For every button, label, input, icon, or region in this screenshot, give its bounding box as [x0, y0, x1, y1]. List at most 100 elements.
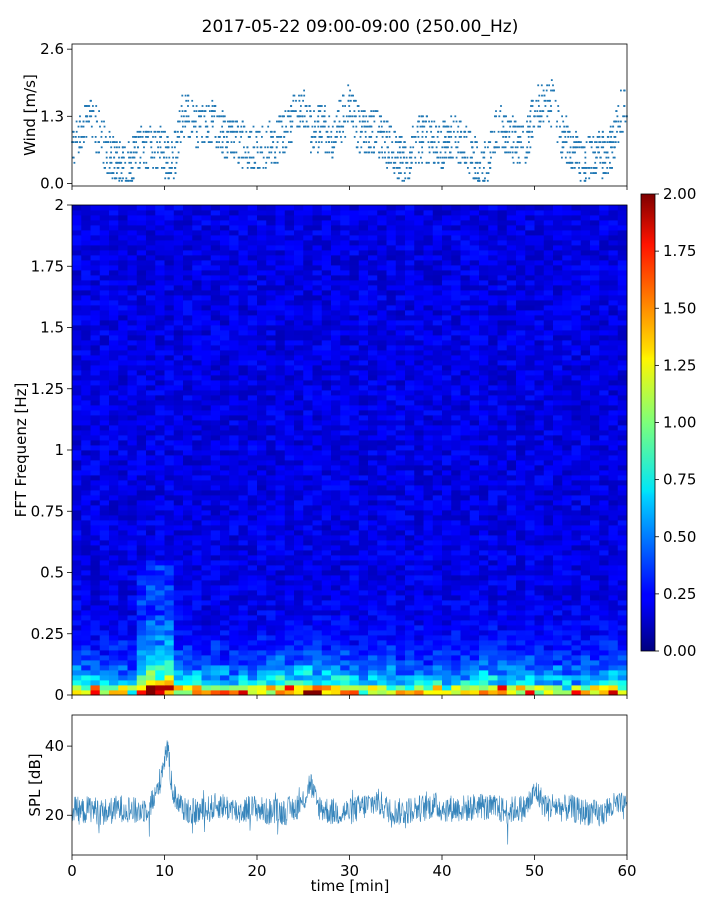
spectrogram-cell	[553, 505, 563, 511]
spectrogram-cell	[469, 520, 480, 526]
spectrogram-cell	[543, 540, 554, 546]
spectrogram-cell	[386, 500, 397, 506]
spectrogram-cell	[275, 525, 286, 531]
spectrogram-cell	[164, 655, 175, 661]
spectrogram-cell	[580, 455, 591, 461]
spectrogram-cell	[183, 545, 193, 551]
spectrogram-cell	[479, 485, 489, 491]
spectrogram-cell	[229, 645, 239, 651]
spectrogram-cell	[173, 540, 184, 546]
spectrogram-cell	[201, 435, 212, 441]
wind-point	[78, 146, 81, 149]
spectrogram-cell	[580, 440, 591, 446]
spectrogram-cell	[127, 475, 138, 481]
spectrogram-cell	[525, 530, 535, 536]
wind-point	[392, 161, 395, 164]
spectrogram-cell	[220, 675, 230, 681]
spectrogram-cell	[525, 605, 535, 611]
spectrogram-cell	[432, 640, 443, 646]
wind-point	[116, 161, 118, 164]
spectrogram-cell	[553, 485, 563, 491]
wind-point	[397, 167, 399, 169]
wind-point	[592, 151, 595, 154]
spectrogram-cell	[377, 595, 387, 601]
wind-point	[401, 151, 404, 154]
spectrogram-cell	[358, 485, 369, 491]
spectrogram-cell	[414, 595, 424, 601]
spectrogram-cell	[571, 670, 582, 676]
spectrogram-cell	[479, 665, 489, 671]
spectrogram-cell	[340, 640, 350, 646]
spectrogram-cell	[164, 680, 175, 686]
spectrogram-cell	[423, 590, 434, 596]
spectrogram-cell	[229, 480, 239, 486]
spectrogram-cell	[99, 445, 110, 451]
wind-point	[429, 125, 431, 128]
wind-point	[276, 120, 278, 123]
wind-point	[607, 136, 610, 138]
spectrogram-cell	[210, 515, 221, 521]
spectrogram-cell	[506, 660, 517, 666]
spectrogram-cell	[303, 685, 313, 691]
spectrogram-cell	[109, 435, 119, 441]
wind-point	[538, 120, 541, 123]
spectrogram-cell	[210, 680, 221, 686]
wind-point	[550, 125, 553, 128]
spectrogram-cell	[192, 565, 202, 571]
spectrogram-cell	[414, 450, 424, 456]
wind-point	[467, 130, 470, 133]
spectrogram-cell	[553, 630, 563, 636]
wind-point	[314, 125, 316, 128]
wind-point	[256, 130, 259, 133]
spectrogram-cell	[608, 605, 619, 611]
wind-point	[447, 146, 449, 149]
wind-point	[374, 110, 377, 112]
wind-point	[493, 130, 496, 133]
spectrogram-cell	[192, 660, 202, 666]
spectrogram-cell	[590, 550, 600, 556]
wind-point	[297, 125, 300, 128]
wind-point	[408, 172, 411, 174]
spectrogram-cell	[534, 520, 545, 526]
spectrogram-cell	[543, 475, 554, 481]
spectrogram-cell	[155, 625, 165, 631]
spectrogram-cell	[118, 615, 128, 621]
spectrogram-cell	[590, 615, 600, 621]
wind-point	[385, 120, 388, 123]
spectrogram-cell	[368, 630, 378, 636]
spectrogram-cell	[303, 625, 313, 631]
wind-point	[470, 141, 472, 143]
wind-point	[94, 115, 97, 118]
spectrogram-cell	[90, 595, 101, 601]
spectrogram-cell	[423, 675, 434, 681]
spectrogram-cell	[516, 575, 526, 581]
spectrogram-cell	[516, 560, 526, 566]
spectrogram-cell	[155, 440, 165, 446]
spectrogram-cell	[127, 445, 138, 451]
wind-point	[130, 151, 133, 154]
spectrogram-cell	[99, 665, 110, 671]
wind-point	[439, 151, 442, 154]
spectrogram-cell	[423, 510, 434, 516]
spectrogram-cell	[469, 485, 480, 491]
spectrogram-cell	[275, 475, 286, 481]
spectrogram-cell	[257, 535, 267, 541]
spectrogram-cell	[617, 660, 628, 666]
wind-point	[456, 130, 459, 133]
spectrogram-cell	[312, 530, 323, 536]
spectrogram-cell	[321, 510, 332, 516]
spectrogram-cell	[303, 575, 313, 581]
wind-point	[507, 141, 509, 143]
spectrogram-cell	[183, 560, 193, 566]
spectrogram-cell	[553, 655, 563, 661]
spectrogram-cell	[368, 555, 378, 561]
spectrogram-cell	[331, 455, 341, 461]
spectrogram-cell	[395, 585, 406, 591]
wind-point	[621, 130, 624, 133]
wind-point	[485, 172, 488, 174]
spectrogram-cell	[247, 440, 258, 446]
wind-point	[543, 94, 546, 97]
spectrogram-cell	[534, 585, 545, 591]
spectrogram-cell	[284, 580, 295, 586]
wind-point	[428, 161, 430, 164]
